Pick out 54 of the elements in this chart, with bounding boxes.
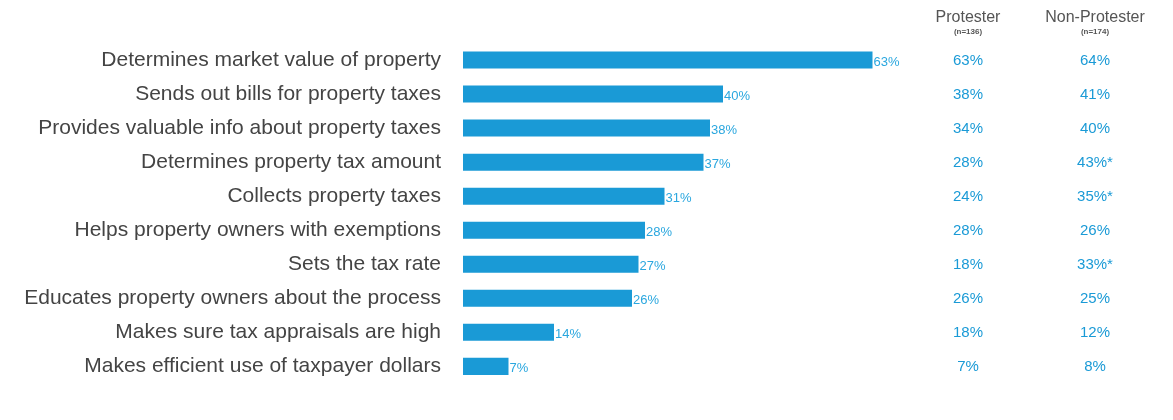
- bar: [463, 119, 710, 137]
- data-label: 40%: [724, 87, 751, 103]
- y-tick-label: Makes efficient use of taxpayer dollars: [84, 353, 441, 377]
- text: Protester: [935, 8, 1001, 25]
- text: 64%: [1079, 51, 1111, 69]
- text: 28%: [952, 153, 984, 171]
- text: 26%: [952, 289, 984, 307]
- data-label: 31%: [665, 189, 692, 205]
- data-label: 27%: [639, 257, 666, 273]
- text: (n=136): [952, 27, 984, 36]
- text: 35%*: [1076, 187, 1114, 205]
- y-tick-label: Sets the tax rate: [288, 251, 441, 275]
- text: 18%: [952, 323, 984, 341]
- bar: [463, 289, 632, 307]
- data-label: 26%: [633, 291, 660, 307]
- text: 12%: [1079, 323, 1111, 341]
- text: 38%: [952, 85, 984, 103]
- text: 26%: [1079, 221, 1111, 239]
- y-tick-label: Determines property tax amount: [141, 148, 442, 172]
- bar: [463, 187, 665, 205]
- data-label: 37%: [704, 155, 731, 171]
- text: 41%: [1079, 85, 1111, 103]
- data-label: 7%: [509, 359, 529, 375]
- text: 40%: [1079, 119, 1111, 137]
- text: (n=174): [1079, 27, 1111, 36]
- text: 43%*: [1076, 153, 1114, 171]
- y-tick-label: Sends out bills for property taxes: [135, 80, 441, 104]
- text: 7%: [956, 357, 980, 375]
- data-label: 63%: [873, 53, 900, 69]
- text: Non-Protester: [1044, 8, 1146, 26]
- bar: [463, 255, 639, 273]
- text: 63%: [952, 51, 984, 69]
- text: 24%: [952, 187, 984, 205]
- bar: [463, 85, 723, 103]
- bar: [463, 51, 873, 69]
- data-label: 28%: [646, 223, 673, 239]
- y-tick-label: Provides valuable info about property taxes: [38, 114, 441, 138]
- text: 25%: [1079, 289, 1111, 307]
- text: 18%: [952, 255, 984, 273]
- bar: [463, 323, 554, 341]
- bar: [463, 357, 509, 375]
- text: 8%: [1083, 357, 1107, 375]
- y-tick-label: Helps property owners with exemptions: [74, 217, 441, 241]
- y-tick-label: Makes sure tax appraisals are high: [115, 319, 441, 343]
- text: 33%*: [1076, 255, 1114, 273]
- data-label: 38%: [711, 121, 738, 137]
- text: 28%: [952, 221, 984, 239]
- bar: [463, 221, 645, 239]
- y-tick-label: Determines market value of property: [101, 46, 442, 70]
- y-tick-label: Collects property taxes: [227, 182, 441, 206]
- text: 34%: [952, 119, 984, 137]
- bar: [463, 153, 704, 171]
- data-label: 14%: [555, 325, 582, 341]
- y-tick-label: Educates property owners about the process: [24, 285, 441, 309]
